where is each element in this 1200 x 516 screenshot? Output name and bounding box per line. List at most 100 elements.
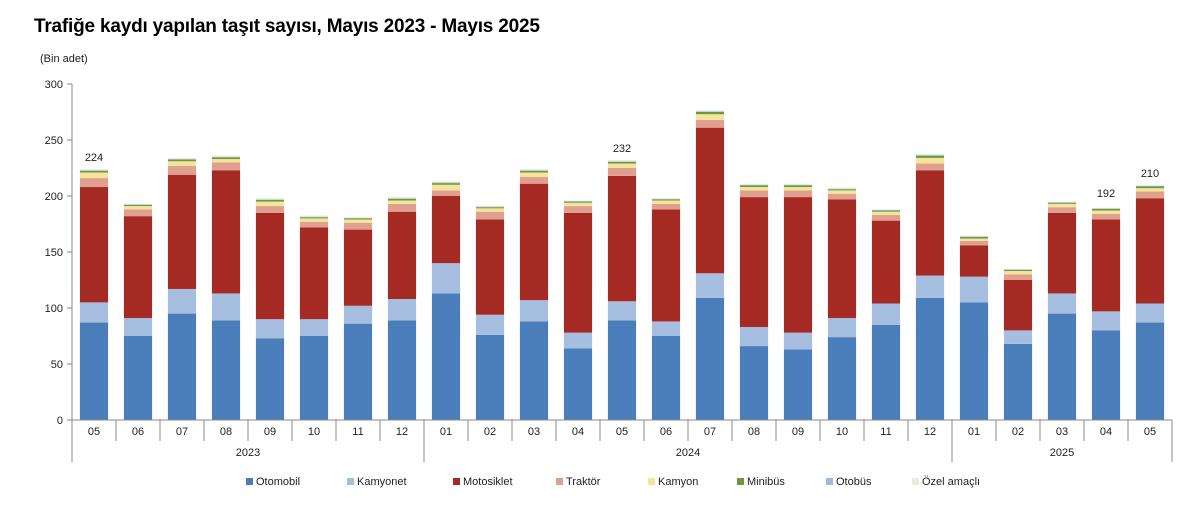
data-label: 224 bbox=[85, 152, 103, 164]
bar-segment-kamyon bbox=[1135, 188, 1165, 192]
bar-segment-trakt-r bbox=[255, 206, 285, 213]
bar-segment-otob-s bbox=[783, 184, 813, 186]
legend-swatch bbox=[912, 478, 919, 485]
bar-segment-kamyonet bbox=[959, 276, 989, 303]
chart-x-axis: 05 06 07 08 09 10 11 12 01 02 03 04 05 06 07 08 09 10 11 12… bbox=[71, 419, 1173, 462]
bar-segment-otomobil bbox=[651, 336, 681, 420]
bar-segment-otomobil bbox=[959, 302, 989, 420]
bar-segment-kamyon bbox=[1003, 271, 1033, 275]
y-tick-label: 300 bbox=[45, 79, 63, 91]
bar-segment-otob-s bbox=[1091, 208, 1121, 209]
bar-segment-trakt-r bbox=[1091, 213, 1121, 220]
bar-segment-motosiklet bbox=[827, 199, 857, 319]
bar-segment--zel-ama-l- bbox=[519, 169, 549, 171]
bar-segment--zel-ama-l- bbox=[431, 181, 461, 183]
chart-data-labels: 224 232 192 210 bbox=[85, 143, 1159, 200]
bar-segment-trakt-r bbox=[1003, 274, 1033, 280]
bar-segment-kamyonet bbox=[299, 319, 329, 336]
bar-segment-otomobil bbox=[695, 297, 725, 420]
legend-label: Otomobil bbox=[256, 476, 300, 488]
bar-segment-trakt-r bbox=[475, 211, 505, 220]
bar-segment-kamyon bbox=[783, 187, 813, 191]
bar-segment-minib-s bbox=[123, 204, 153, 207]
legend-label: Traktör bbox=[566, 476, 601, 488]
chart-title: Trafiğe kaydı yapılan taşıt sayısı, Mayı… bbox=[34, 16, 540, 37]
bar-segment-motosiklet bbox=[563, 212, 593, 333]
bar-segment-otomobil bbox=[123, 336, 153, 420]
bar-segment-motosiklet bbox=[1003, 280, 1033, 331]
bar-segment--zel-ama-l- bbox=[167, 157, 197, 160]
chart-legend: Otomobil Kamyonet Motosiklet Traktör Kamyon M… bbox=[246, 476, 980, 488]
bar-segment-otob-s bbox=[167, 159, 197, 160]
bar-segment-otomobil bbox=[387, 320, 417, 420]
bar-segment-minib-s bbox=[783, 185, 813, 188]
bar-segment-kamyonet bbox=[607, 301, 637, 321]
bar-segment-otomobil bbox=[827, 337, 857, 420]
bar-segment-otob-s bbox=[563, 201, 593, 202]
x-tick-label: 01 bbox=[440, 426, 452, 438]
legend-label: Otobüs bbox=[836, 476, 872, 488]
bar-segment-motosiklet bbox=[915, 170, 945, 276]
bar-segment-kamyon bbox=[959, 238, 989, 241]
bar-segment-kamyon bbox=[79, 172, 109, 179]
bar-segment-minib-s bbox=[1047, 202, 1077, 204]
x-tick-label: 11 bbox=[880, 426, 891, 438]
bar-segment-kamyonet bbox=[1135, 303, 1165, 323]
bar-segment-otomobil bbox=[79, 322, 109, 420]
bar-segment--zel-ama-l- bbox=[1003, 268, 1033, 270]
x-tick-label: 06 bbox=[132, 426, 144, 438]
bar-segment-kamyon bbox=[607, 163, 637, 168]
bar-segment-kamyon bbox=[255, 201, 285, 207]
bar-segment-trakt-r bbox=[343, 222, 373, 230]
legend-swatch bbox=[347, 478, 354, 485]
bar-segment-otomobil bbox=[1047, 313, 1077, 420]
bar-segment-otob-s bbox=[695, 111, 725, 112]
bar-segment-minib-s bbox=[431, 183, 461, 185]
bar-segment-trakt-r bbox=[871, 215, 901, 221]
bar-segment-trakt-r bbox=[519, 176, 549, 184]
bar-segment-kamyonet bbox=[1091, 311, 1121, 331]
bar-segment-otob-s bbox=[607, 161, 637, 162]
bar-segment-kamyonet bbox=[79, 302, 109, 323]
bar-segment-otomobil bbox=[343, 323, 373, 420]
bar-segment-motosiklet bbox=[79, 187, 109, 303]
bar-segment-minib-s bbox=[607, 161, 637, 164]
bar-segment-motosiklet bbox=[739, 197, 769, 328]
bar-segment-trakt-r bbox=[387, 203, 417, 212]
bar-segment-motosiklet bbox=[299, 227, 329, 320]
bar-segment-trakt-r bbox=[563, 206, 593, 213]
bar-segment--zel-ama-l- bbox=[871, 209, 901, 210]
bar-segment-motosiklet bbox=[607, 175, 637, 302]
bar-segment-minib-s bbox=[387, 198, 417, 201]
data-label: 192 bbox=[1097, 188, 1115, 200]
bar-segment-kamyon bbox=[123, 206, 153, 210]
bar-segment-otomobil bbox=[1091, 330, 1121, 420]
bar-segment--zel-ama-l- bbox=[915, 154, 945, 156]
bar-segment-trakt-r bbox=[651, 203, 681, 210]
bar-segment-motosiklet bbox=[343, 229, 373, 306]
bar-segment-minib-s bbox=[167, 159, 197, 162]
bar-segment--zel-ama-l- bbox=[739, 183, 769, 185]
bar-segment-motosiklet bbox=[255, 212, 285, 320]
bar-segment--zel-ama-l- bbox=[79, 169, 109, 171]
legend-swatch bbox=[737, 478, 744, 485]
x-tick-label: 08 bbox=[748, 426, 760, 438]
bar-segment-otomobil bbox=[915, 297, 945, 420]
legend-label: Özel amaçlı bbox=[922, 476, 980, 488]
bar-segment-minib-s bbox=[475, 207, 505, 209]
bar-segment-otob-s bbox=[299, 216, 329, 218]
bar-segment-kamyon bbox=[695, 114, 725, 120]
bar-segment-trakt-r bbox=[915, 163, 945, 171]
bar-segment-kamyonet bbox=[475, 314, 505, 335]
bar-segment-trakt-r bbox=[1135, 191, 1165, 199]
bar-segment-otob-s bbox=[827, 188, 857, 190]
bar-segment-minib-s bbox=[1135, 186, 1165, 189]
bar-segment-otomobil bbox=[519, 321, 549, 420]
bar-segment-otob-s bbox=[255, 199, 285, 200]
bar-segment-minib-s bbox=[563, 201, 593, 203]
bar-segment-kamyonet bbox=[1047, 293, 1077, 314]
bar-segment-kamyon bbox=[475, 208, 505, 212]
bar-segment-kamyon bbox=[1047, 203, 1077, 208]
bar-segment-kamyonet bbox=[651, 321, 681, 336]
bar-segment-kamyon bbox=[343, 219, 373, 223]
